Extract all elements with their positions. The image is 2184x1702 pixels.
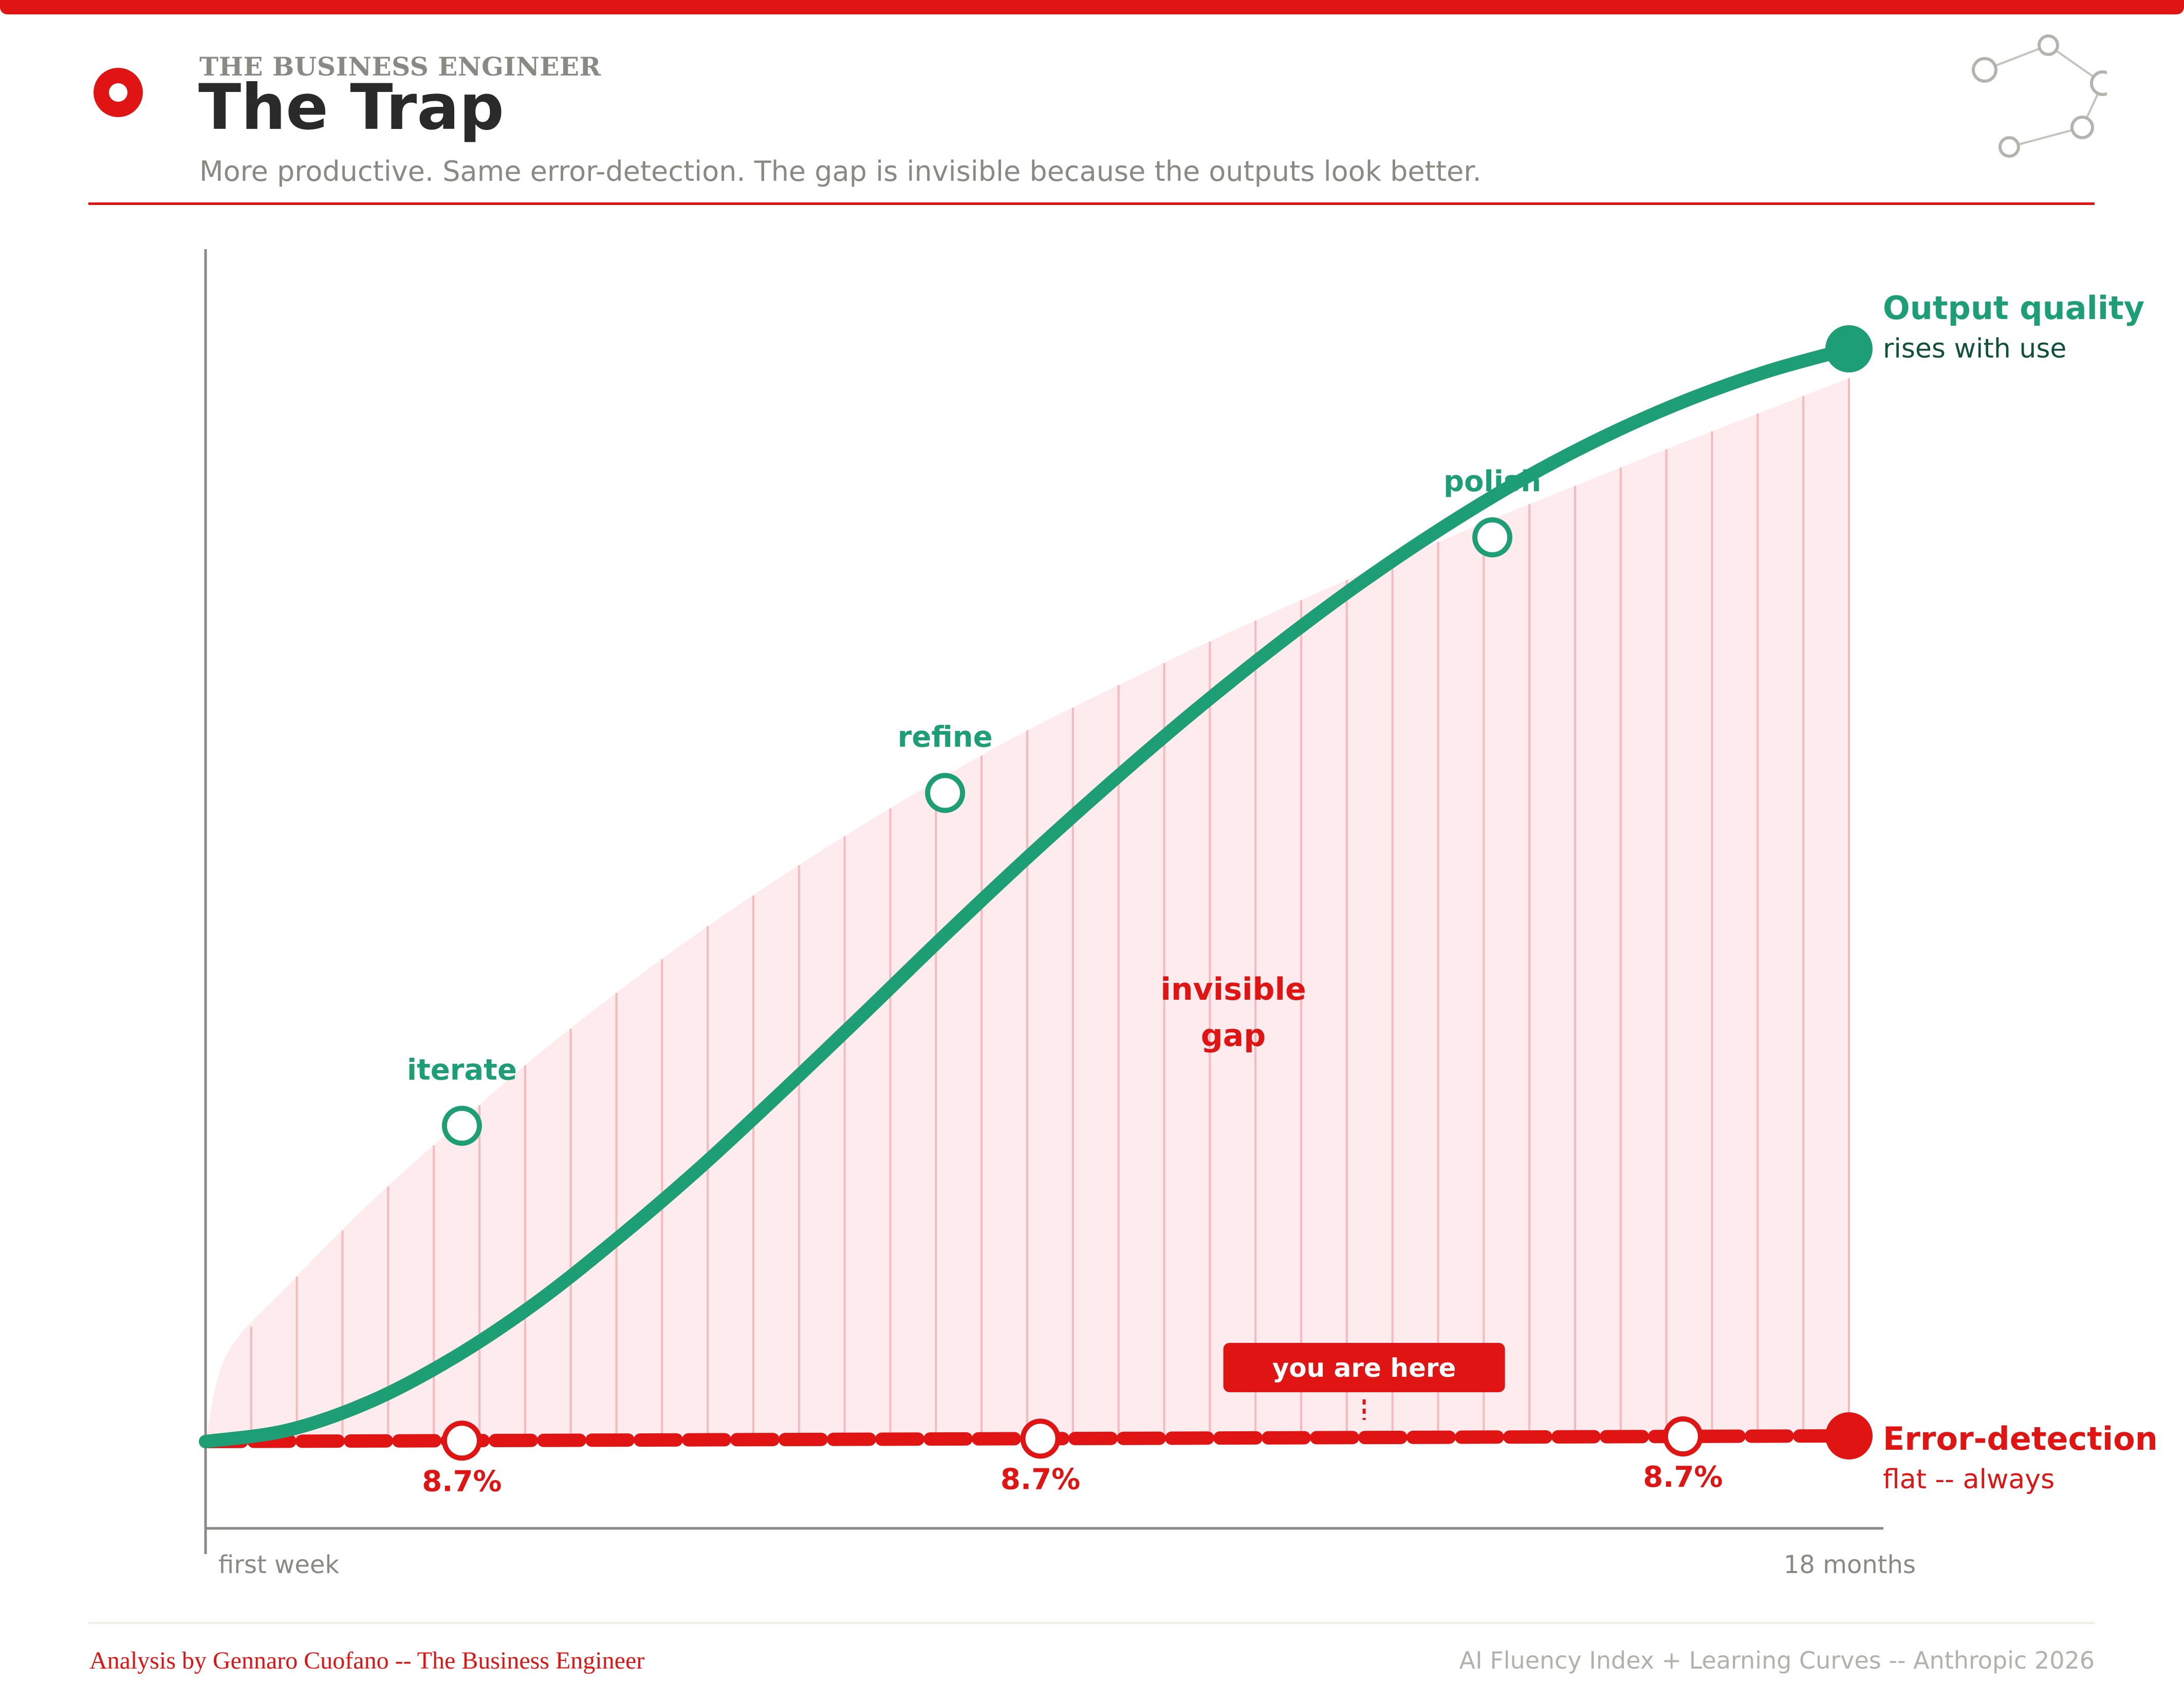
series-label-error-detection: Error-detection bbox=[1883, 1420, 2158, 1457]
footer-divider bbox=[88, 1622, 2095, 1624]
label-layer: first week 18 months Output quality rise… bbox=[218, 289, 2158, 1579]
error-rate-label: 8.7% bbox=[422, 1465, 502, 1498]
error-detection-end-point bbox=[1825, 1412, 1873, 1460]
gap-label-line-1: invisible bbox=[1160, 971, 1306, 1007]
milestone-marker bbox=[441, 1106, 482, 1146]
gap-label-line-2: gap bbox=[1201, 1018, 1266, 1054]
brand-name: THE BUSINESS ENGINEER bbox=[199, 51, 601, 82]
footer-credit: Analysis by Gennaro Cuofano -- The Busin… bbox=[89, 1647, 645, 1674]
series-line-output-quality bbox=[199, 342, 1856, 1448]
you-are-here-badge bbox=[1223, 1343, 1505, 1392]
footer-source: AI Fluency Index + Learning Curves -- An… bbox=[1459, 1647, 2095, 1674]
output-quality-end-point bbox=[1825, 325, 1873, 373]
series-note-error-detection: flat -- always bbox=[1883, 1464, 2055, 1495]
series-note-output-quality: rises with use bbox=[1883, 333, 2066, 364]
you-are-here-label: you are here bbox=[1272, 1353, 1456, 1383]
network-nodes-icon bbox=[1972, 34, 2107, 158]
error-rate-marker bbox=[1020, 1418, 1061, 1459]
milestone-label: iterate bbox=[407, 1053, 517, 1087]
error-rate-label: 8.7% bbox=[1001, 1463, 1080, 1496]
x-label-start: first week bbox=[218, 1550, 339, 1579]
error-rate-label: 8.7% bbox=[1643, 1461, 1723, 1494]
error-rate-marker bbox=[441, 1420, 482, 1461]
x-label-end: 18 months bbox=[1784, 1550, 1916, 1579]
milestone-label: refine bbox=[898, 721, 993, 754]
header-divider bbox=[88, 202, 2095, 205]
series-label-output-quality: Output quality bbox=[1883, 289, 2144, 327]
milestone-label: polish bbox=[1443, 465, 1541, 498]
invisible-gap-area bbox=[206, 378, 1850, 1442]
milestone-marker bbox=[925, 773, 966, 813]
milestone-marker bbox=[1472, 517, 1513, 558]
page-title: The Trap bbox=[198, 71, 504, 144]
top-accent-bar bbox=[0, 0, 2184, 14]
error-rate-marker bbox=[1663, 1416, 1704, 1457]
page-subtitle: More productive. Same error-detection. T… bbox=[199, 155, 1482, 188]
marker-layer bbox=[441, 325, 1873, 1461]
